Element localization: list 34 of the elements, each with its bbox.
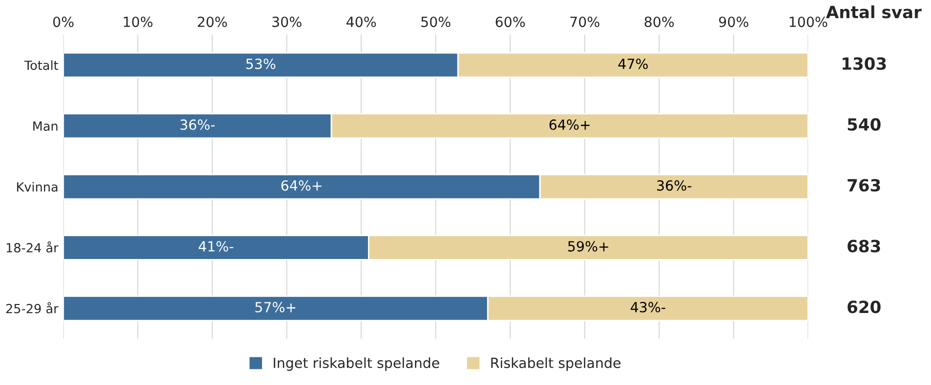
data-label: 59%+ (568, 241, 608, 252)
y-tick-label: Kvinna (17, 182, 58, 192)
data-label: 47% (618, 58, 648, 70)
legend-label: Inget riskabelt spelande (274, 357, 440, 371)
data-label: 36%- (657, 180, 692, 191)
data-label: 41%- (198, 241, 234, 252)
y-tick-label: 25-29 år (6, 302, 58, 314)
x-tick-label: 40% (346, 16, 376, 28)
text: 1303 (842, 57, 886, 70)
x-tick-label: 70% (570, 16, 600, 28)
x-tick-label: 30% (272, 16, 302, 28)
data-label: 36%- (180, 119, 215, 130)
data-label: 64%+ (549, 119, 590, 130)
text: 763 (848, 178, 880, 192)
data-label: 43%- (630, 302, 666, 312)
y-tick-label: Man (33, 122, 58, 131)
x-tick-label: 0% (53, 16, 74, 28)
text: 540 (848, 118, 881, 131)
y-tick-label: Totalt (24, 60, 58, 70)
y-tick-label: 18-24 år (6, 241, 58, 252)
x-tick-label: 10% (124, 16, 152, 28)
text: Antal svar (826, 5, 922, 18)
x-tick-label: 80% (644, 16, 674, 28)
data-label: 64%+ (281, 180, 322, 191)
data-label: 57%+ (255, 302, 296, 312)
x-tick-label: 50% (421, 16, 450, 28)
text: 620 (848, 300, 881, 314)
data-label: 53% (246, 58, 276, 70)
x-tick-label: 20% (198, 16, 227, 28)
x-tick-label: 100% (790, 16, 828, 28)
x-tick-label: 90% (719, 16, 748, 28)
legend-label: Riskabelt spelande (491, 357, 620, 371)
x-tick-label: 60% (496, 16, 525, 28)
text: 683 (848, 240, 880, 252)
